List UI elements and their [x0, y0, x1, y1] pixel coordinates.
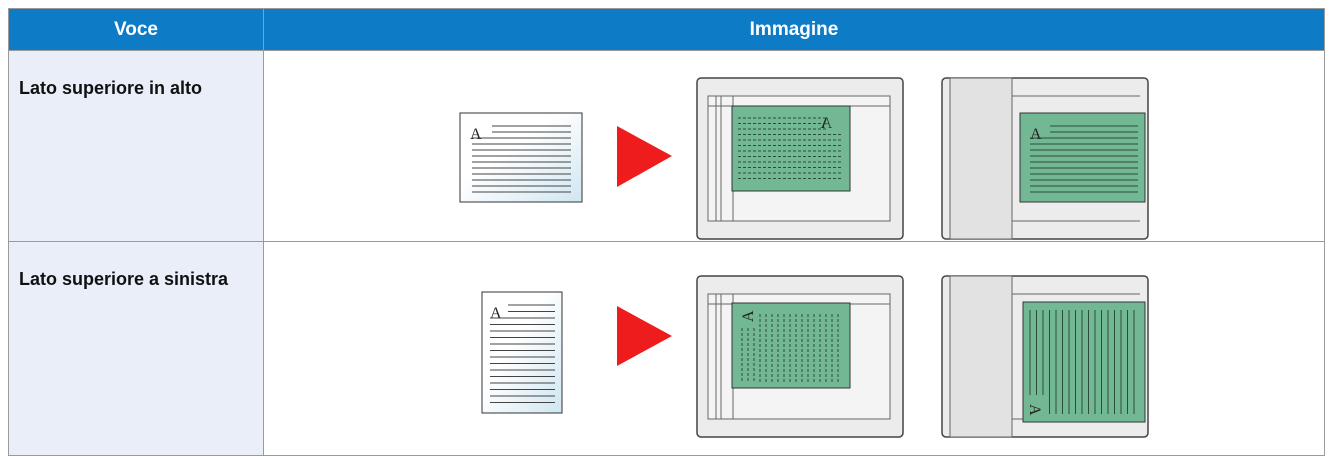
- paper: [1019, 112, 1146, 203]
- letter: A: [1026, 404, 1043, 416]
- paper: [731, 302, 851, 389]
- paper: [731, 105, 851, 192]
- panel: [949, 275, 1013, 438]
- document: [481, 291, 563, 414]
- letter: A: [470, 126, 482, 143]
- row-label: Lato superiore in alto: [8, 50, 264, 242]
- letter: A: [490, 305, 502, 322]
- letter: A: [1030, 126, 1042, 143]
- arrow: [617, 306, 672, 366]
- arrow: [617, 126, 672, 187]
- header-cell: Voce: [8, 8, 264, 51]
- letter: A: [740, 310, 757, 322]
- panel: [949, 77, 1013, 240]
- document: [459, 112, 583, 203]
